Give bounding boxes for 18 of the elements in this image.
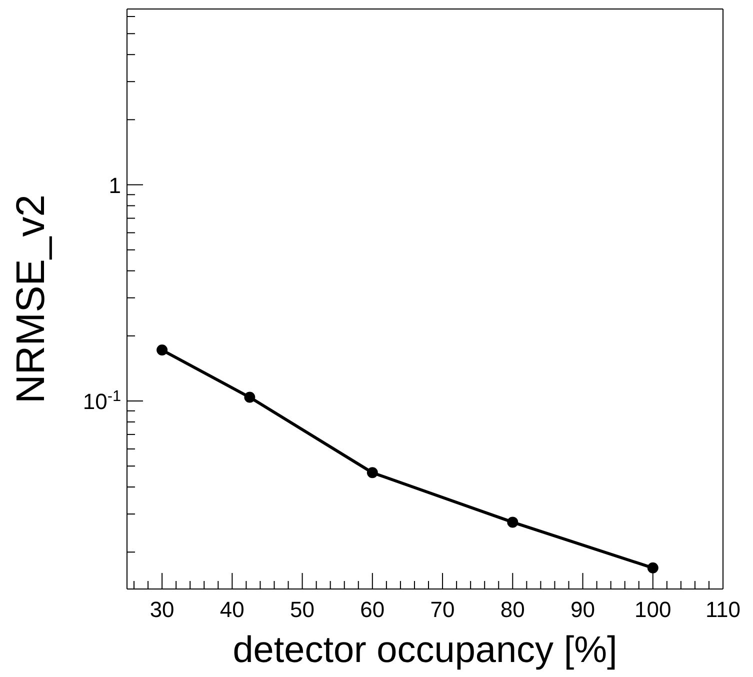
y-tick-label: 10$^{-1}$ (82, 387, 121, 414)
y-tick-label: 1 (108, 172, 121, 198)
x-axis-title: detector occupancy [%] (232, 629, 618, 670)
point (647, 562, 658, 574)
point (244, 392, 256, 403)
x-tick-label: 100 (634, 597, 672, 622)
point (156, 344, 168, 356)
x-tick-label: 40 (220, 597, 244, 622)
point (366, 467, 378, 478)
y-axis-title: NRMSE_v2 (9, 194, 54, 404)
x-tick-label: 90 (570, 597, 596, 622)
x-tick-label: 50 (290, 597, 315, 622)
point (507, 516, 518, 528)
x-tick-label: 30 (150, 597, 174, 622)
x-tick-label: 80 (500, 597, 525, 622)
x-tick-label: 70 (430, 597, 455, 622)
x-tick-label: 60 (360, 597, 385, 622)
x-tick-label: 110 (705, 597, 741, 622)
